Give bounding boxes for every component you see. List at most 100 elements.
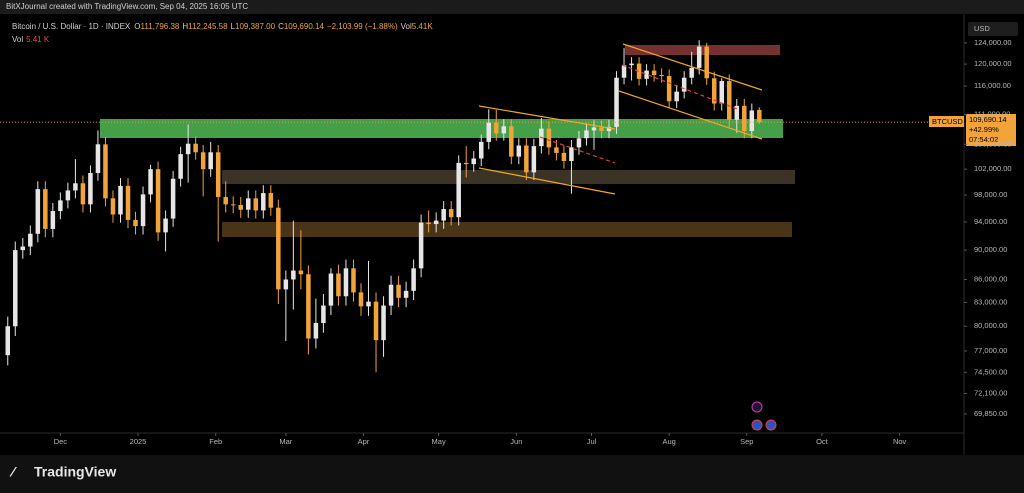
candle-body (576, 138, 582, 148)
price-change: +42.99% (969, 125, 999, 134)
candle-body (381, 305, 386, 341)
c-key: C (278, 22, 284, 31)
price-symbol: BTCUSD (932, 117, 963, 126)
candle-body (155, 169, 161, 233)
candle-body (554, 147, 559, 153)
o-val: 111,796.38 (140, 22, 179, 31)
candle-body (35, 189, 41, 234)
symbol: Bitcoin / U.S. Dollar · 1D · INDEX (12, 22, 131, 31)
y-tick-label: 83,000.00 (974, 297, 1007, 306)
candle-body (20, 246, 26, 251)
candle-body (681, 77, 687, 92)
event-icons (751, 401, 777, 431)
x-tick-label: Sep (740, 437, 753, 446)
candle-body (584, 130, 589, 139)
y-tick-label: 80,000.00 (974, 321, 1007, 330)
candle-body (351, 268, 356, 293)
candle-body (561, 152, 567, 161)
candle-body (313, 323, 319, 339)
y-tick-label: 90,000.00 (974, 245, 1007, 254)
candle-body (163, 218, 168, 233)
candle-body (215, 152, 221, 198)
candle-body (614, 77, 619, 127)
event-icon (751, 419, 763, 431)
candle-body (276, 207, 281, 290)
candle-body (456, 162, 461, 218)
candle-body (246, 198, 251, 210)
zones (100, 45, 795, 237)
candle-body (88, 172, 93, 205)
candle-body (546, 128, 552, 148)
candle-body (696, 46, 702, 68)
candle-body (208, 152, 213, 170)
candle-body (358, 292, 364, 307)
candle-body (757, 109, 762, 123)
candle-body (321, 305, 326, 324)
candle-body (103, 144, 108, 199)
candle-body (478, 141, 484, 159)
candle-body (5, 326, 11, 356)
candle-body (110, 198, 116, 215)
vol-row: Vol 5.41 K (12, 35, 50, 44)
candle-body (448, 209, 454, 218)
x-tick-label: May (432, 437, 446, 446)
candle-body (651, 70, 657, 75)
candle-body (238, 205, 243, 210)
candle-body (742, 105, 747, 132)
candle-body (711, 78, 717, 104)
candle-body (283, 279, 289, 290)
candle-body (65, 190, 71, 201)
candle-body (133, 219, 138, 227)
candle-body (200, 152, 206, 170)
candle-body (95, 144, 101, 173)
candle-body (719, 81, 725, 104)
candle-body (501, 126, 507, 134)
candle-body (388, 284, 394, 306)
candle-body (629, 63, 634, 66)
candle-body (569, 147, 574, 161)
brand: TradingView (34, 464, 116, 480)
trendline (618, 90, 763, 140)
c-val: 109,690.14 (284, 22, 325, 31)
candle-body (734, 105, 740, 120)
candle-body (494, 122, 499, 134)
candle-body (185, 143, 191, 155)
l-key: L (231, 22, 236, 31)
midline (621, 64, 741, 111)
price-label: BTCUSD 109,690.14 +42.99% 07:54:02 (929, 114, 1016, 146)
candle-body (28, 233, 33, 247)
o-key: O (134, 22, 140, 31)
candle-body (178, 154, 183, 179)
x-tick-label: Apr (358, 437, 370, 446)
x-tick-label: Dec (54, 437, 68, 446)
plot (0, 40, 964, 373)
h-val: 112,245.58 (188, 22, 228, 31)
candle-body (599, 127, 604, 132)
drawings (478, 43, 763, 195)
candle-body (298, 270, 304, 275)
candle-body (644, 70, 649, 79)
x-tick-label: Feb (209, 437, 222, 446)
candle-body (125, 185, 131, 220)
candle-body (148, 169, 153, 195)
logo-mark: ⁄ (9, 464, 17, 480)
y-tick-label: 120,000.00 (974, 59, 1012, 68)
vol-val: 5.41K (412, 22, 434, 31)
candle-body (366, 301, 371, 307)
candle-body (463, 162, 469, 165)
candle-body (621, 65, 627, 78)
candle-body (261, 193, 266, 211)
y-tick-label: 69,850.00 (974, 409, 1007, 418)
h-key: H (182, 22, 188, 31)
candle-body (486, 122, 492, 142)
trendline (478, 105, 616, 130)
candle-body (666, 76, 672, 102)
zone (222, 222, 792, 237)
candle-body (749, 110, 755, 132)
y-tick-label: 86,000.00 (974, 274, 1007, 283)
price-box (966, 114, 1016, 146)
x-tick-label: Oct (816, 437, 829, 446)
x-tick-label: Jul (587, 437, 597, 446)
